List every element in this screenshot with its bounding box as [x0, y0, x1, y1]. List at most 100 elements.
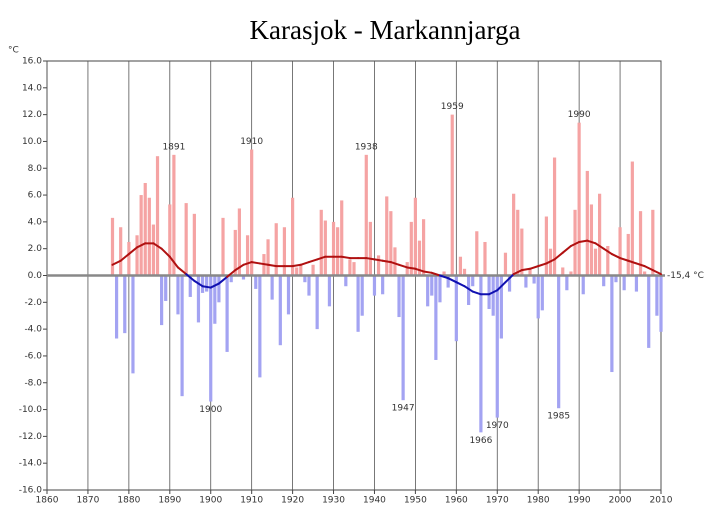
annotation: 1966: [469, 436, 492, 446]
bar: [638, 211, 643, 276]
smooth-line: [561, 245, 572, 254]
y-tick-label: -10.0: [19, 405, 43, 415]
smooth-line: [340, 255, 351, 260]
bar: [323, 220, 327, 276]
bar: [544, 216, 548, 276]
bar: [458, 256, 463, 276]
smooth-line: [168, 255, 179, 269]
x-tick-label: 1950: [404, 496, 427, 506]
annotation: 1985: [547, 412, 570, 422]
bar: [487, 275, 491, 310]
smooth-line: [406, 266, 417, 270]
smooth-line: [160, 247, 171, 258]
bar: [516, 209, 520, 276]
bar: [610, 275, 614, 373]
smooth-line: [242, 261, 253, 266]
bar: [503, 252, 508, 276]
bar: [499, 275, 503, 339]
smooth-line: [430, 271, 441, 277]
bar: [229, 275, 233, 283]
bar: [336, 227, 340, 276]
smooth-line: [193, 279, 204, 288]
x-tick-label: 1980: [527, 496, 550, 506]
bar: [655, 275, 659, 316]
bar: [327, 275, 332, 307]
y-tick-label: 2.0: [28, 244, 43, 254]
bar: [221, 217, 225, 276]
bar: [647, 275, 651, 348]
bar: [196, 275, 201, 323]
bar: [237, 208, 241, 276]
x-tick-label: 2000: [609, 496, 632, 506]
smooth-line: [299, 261, 310, 266]
x-tick-label: 1890: [158, 496, 181, 506]
smooth-line: [578, 239, 589, 243]
y-tick-label: 10.0: [22, 137, 42, 147]
bar: [139, 195, 143, 276]
x-tick-label: 1920: [281, 496, 304, 506]
bar: [442, 271, 446, 276]
bar: [614, 275, 618, 283]
reference-label: -15,4 °C: [667, 271, 704, 281]
y-unit: °C: [8, 46, 19, 56]
bar: [479, 275, 483, 433]
bar: [643, 271, 647, 276]
smooth-line: [201, 285, 212, 289]
bar: [450, 114, 454, 276]
y-tick-label: -6.0: [24, 351, 42, 361]
smooth-line: [537, 262, 548, 268]
bar: [598, 193, 602, 276]
bar: [274, 223, 278, 276]
bar: [155, 156, 160, 276]
smooth-line: [127, 246, 139, 256]
x-tick-label: 1940: [363, 496, 386, 506]
bar: [143, 182, 147, 276]
smooth-line: [414, 267, 425, 273]
bar: [434, 275, 438, 360]
bar: [368, 221, 372, 276]
smooth-line: [463, 285, 474, 293]
bar: [569, 271, 573, 276]
smooth-line: [594, 242, 605, 250]
smooth-line: [152, 242, 163, 250]
bar: [250, 149, 254, 276]
bar: [606, 246, 610, 276]
smooth-line: [176, 266, 188, 276]
bar: [532, 275, 536, 284]
y-tick-label: 16.0: [22, 57, 42, 67]
x-tick-label: 1910: [240, 496, 263, 506]
bar: [135, 235, 139, 276]
bar: [634, 275, 639, 292]
y-tick-label: -14.0: [19, 459, 43, 469]
bar: [344, 275, 348, 287]
bar: [397, 275, 401, 318]
smooth-line: [258, 262, 270, 266]
bar: [110, 217, 115, 276]
bar: [417, 240, 422, 276]
bar: [495, 275, 499, 418]
bar: [151, 224, 156, 276]
bar: [561, 267, 565, 276]
bar: [200, 275, 205, 293]
bar: [164, 275, 168, 301]
bar: [593, 248, 598, 276]
bar: [557, 275, 561, 409]
bar: [565, 275, 569, 291]
bar: [295, 267, 299, 276]
smooth-line: [316, 255, 327, 261]
bar: [184, 203, 188, 276]
bar: [520, 228, 524, 276]
bar: [278, 275, 282, 346]
x-tick-label: 1860: [36, 496, 59, 506]
x-tick-label: 2010: [650, 496, 673, 506]
y-tick-label: 6.0: [28, 191, 43, 201]
bar: [528, 268, 532, 276]
bar: [209, 275, 213, 402]
bar: [536, 275, 540, 319]
annotation: 1970: [486, 421, 509, 431]
bar: [512, 193, 516, 276]
bar: [286, 275, 291, 315]
annotation: 1959: [441, 102, 464, 112]
bar: [303, 275, 307, 283]
